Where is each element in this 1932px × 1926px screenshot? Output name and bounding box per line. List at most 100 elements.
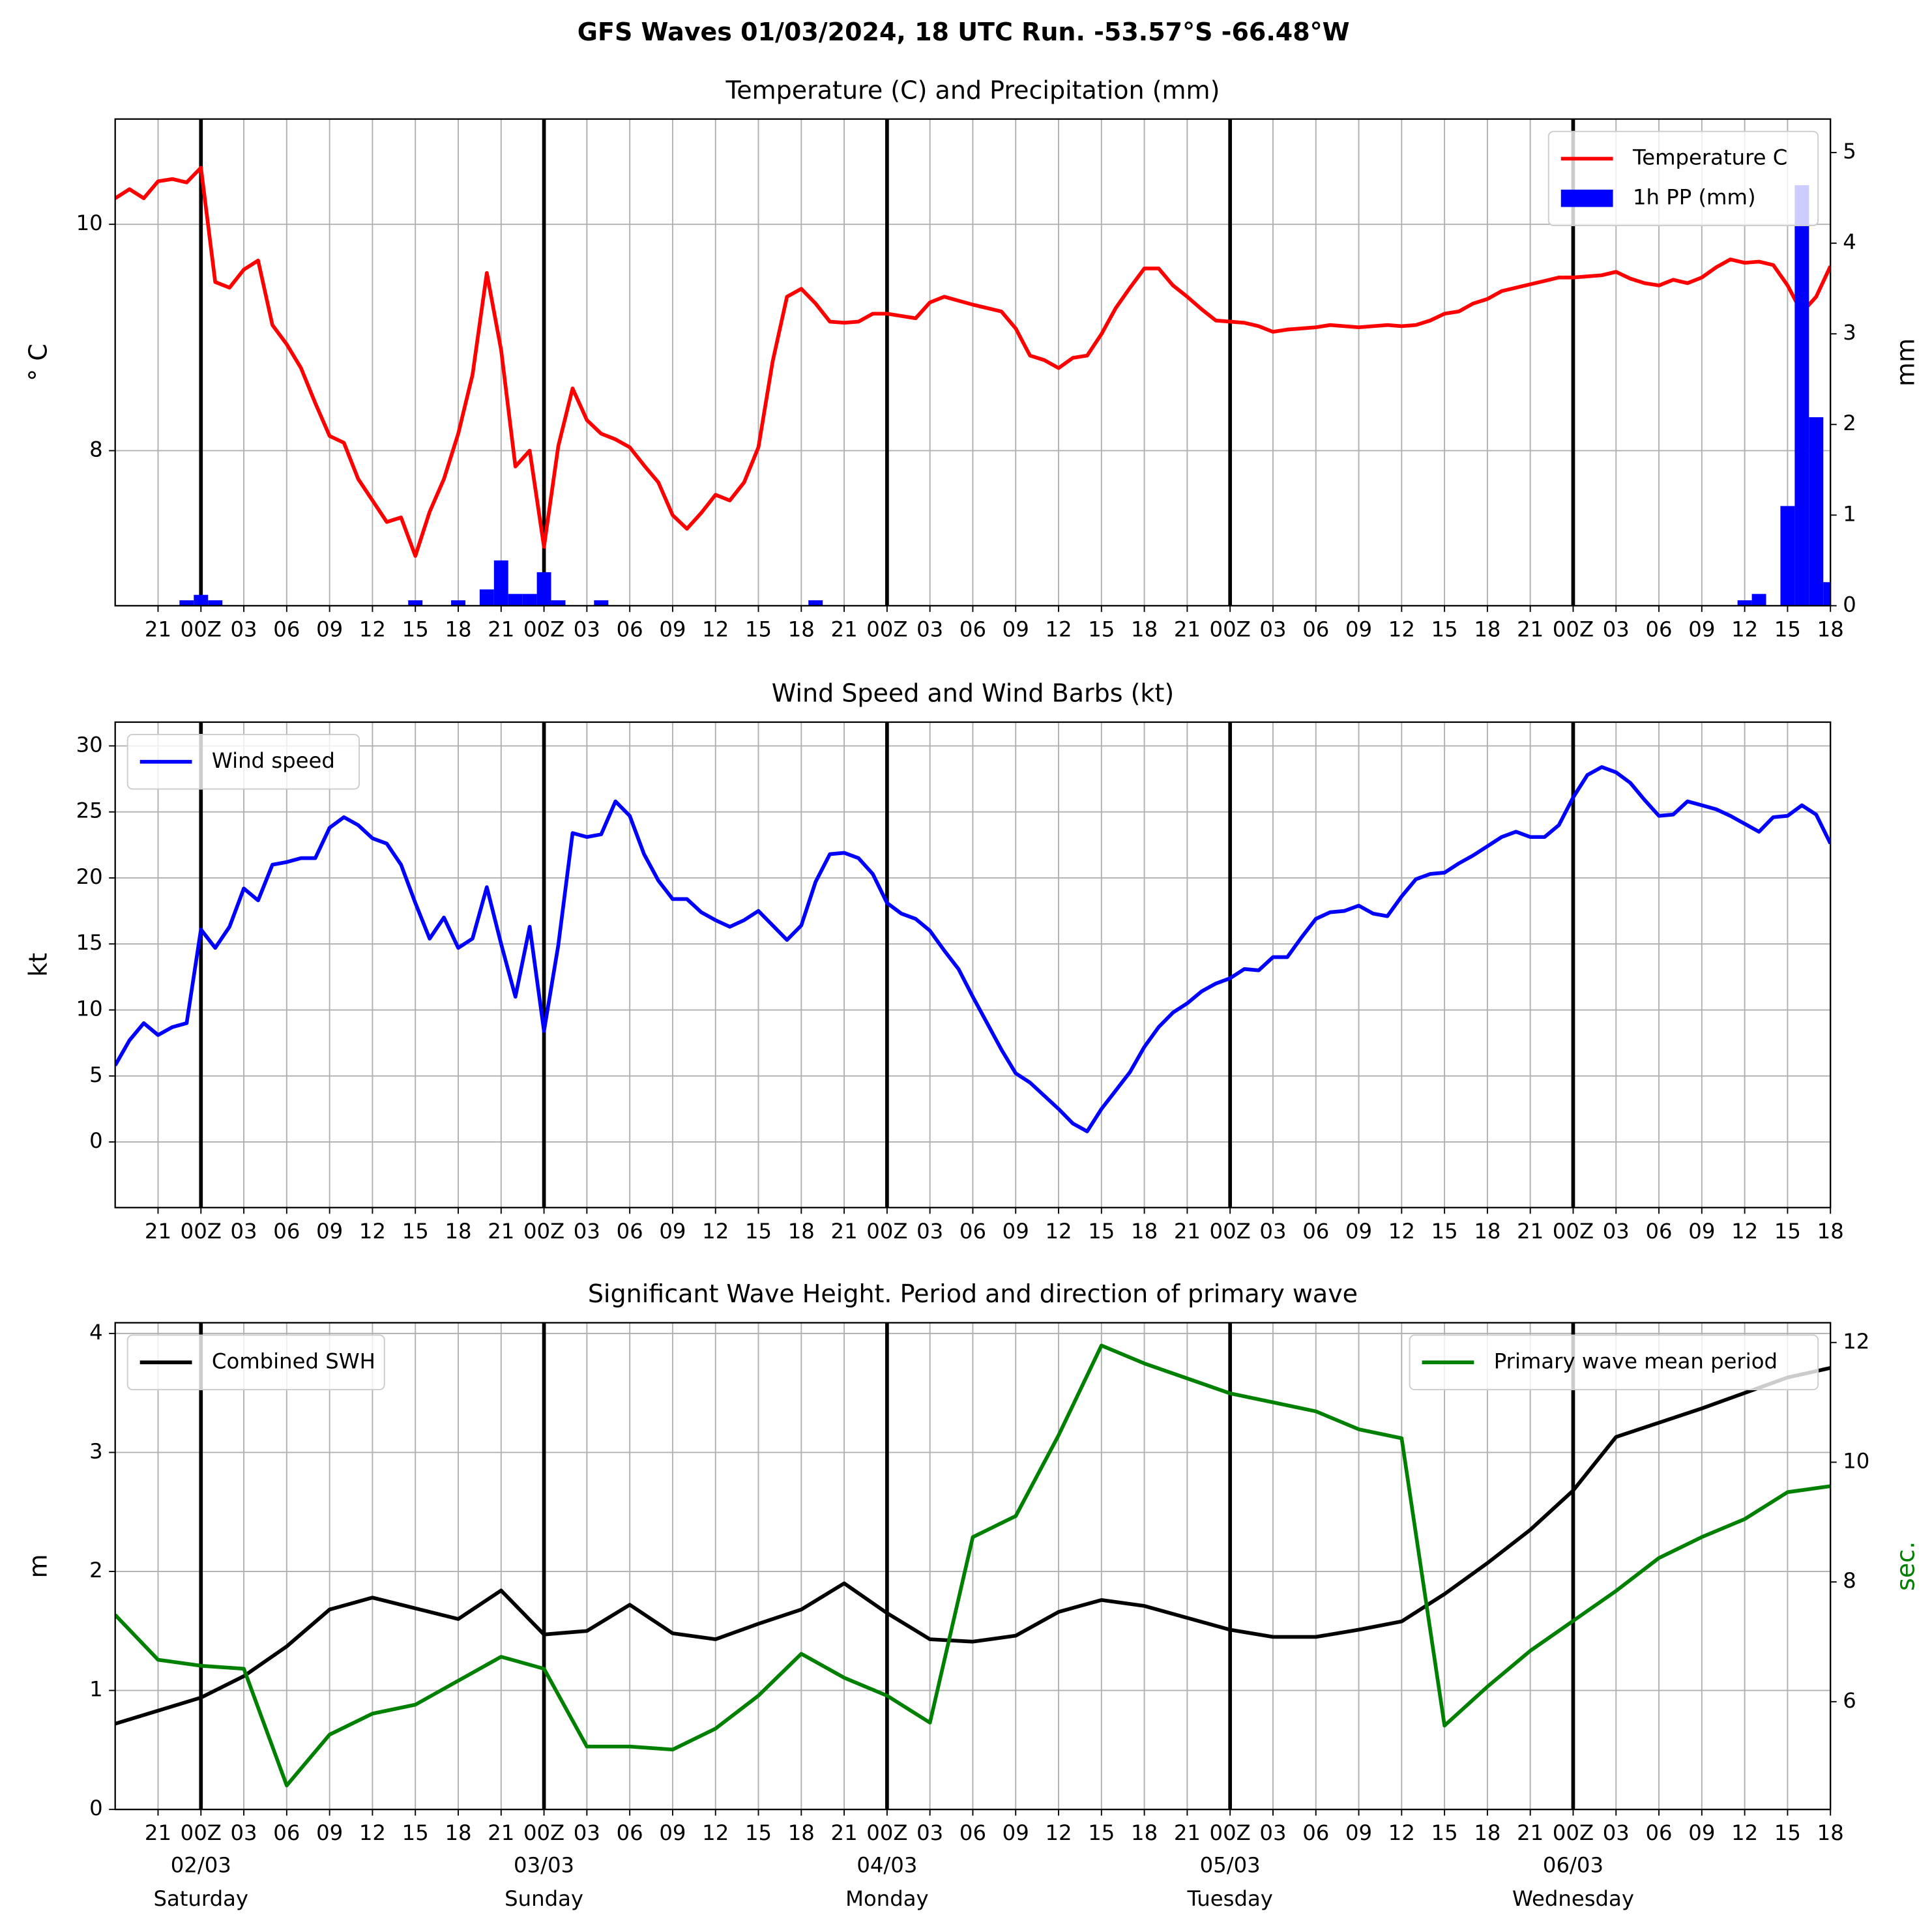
legend-label: Temperature C xyxy=(1632,145,1787,169)
x-tick-label: 09 xyxy=(1003,1820,1029,1845)
x-tick-label: 06 xyxy=(1645,617,1672,641)
bar xyxy=(493,560,508,606)
y-tick-label: 10 xyxy=(76,211,103,235)
bar xyxy=(1780,506,1795,606)
x-tick-label: 06 xyxy=(617,1820,643,1845)
day-label: Wednesday xyxy=(1512,1886,1634,1911)
x-tick-label: 09 xyxy=(1345,1219,1372,1244)
x-tick-label: 09 xyxy=(316,617,343,641)
y-tick-label: 0 xyxy=(89,1796,103,1820)
x-tick-label: 12 xyxy=(1388,1820,1415,1845)
x-tick-label: 09 xyxy=(316,1219,343,1244)
x-tick-label: 09 xyxy=(316,1820,343,1845)
x-tick-label: 06 xyxy=(959,1219,986,1244)
y2-tick-label: 12 xyxy=(1843,1329,1869,1354)
day-label: Monday xyxy=(845,1886,929,1911)
x-tick-label: 18 xyxy=(1474,617,1500,641)
x-tick-label: 12 xyxy=(1731,1219,1758,1244)
x-tick-label: 09 xyxy=(1688,1820,1715,1845)
y-tick-label: 10 xyxy=(76,997,103,1021)
x-tick-label: 03 xyxy=(574,1219,600,1244)
x-tick-label: 15 xyxy=(1088,1820,1115,1845)
x-tick-label: 06 xyxy=(273,1820,300,1845)
x-tick-label: 03 xyxy=(1259,617,1286,641)
x-tick-label: 03 xyxy=(1603,1219,1630,1244)
x-tick-label: 21 xyxy=(831,1219,858,1244)
x-tick-label: 06 xyxy=(1302,1219,1329,1244)
y2-tick-label: 4 xyxy=(1843,229,1856,254)
legend-swatch xyxy=(1560,189,1613,207)
date-label: 03/03 xyxy=(514,1853,574,1878)
x-tick-label: 00Z xyxy=(181,1820,222,1845)
x-tick-label: 03 xyxy=(231,617,257,641)
day-label: Tuesday xyxy=(1186,1886,1272,1911)
x-tick-label: 21 xyxy=(145,1219,171,1244)
y-tick-label: 4 xyxy=(89,1320,103,1345)
x-tick-label: 00Z xyxy=(866,617,907,641)
bar xyxy=(1823,582,1831,606)
x-tick-label: 21 xyxy=(1517,1219,1544,1244)
x-tick-label: 12 xyxy=(1731,1820,1758,1845)
x-tick-label: 15 xyxy=(1774,1820,1801,1845)
x-tick-label: 09 xyxy=(1345,1820,1372,1845)
x-tick-label: 03 xyxy=(231,1219,257,1244)
x-tick-label: 12 xyxy=(702,1219,729,1244)
x-tick-label: 18 xyxy=(1474,1820,1500,1845)
y-tick-label: 5 xyxy=(89,1062,103,1087)
x-tick-label: 12 xyxy=(702,617,729,641)
x-tick-label: 18 xyxy=(1131,1820,1158,1845)
x-tick-label: 15 xyxy=(1774,617,1801,641)
x-tick-label: 09 xyxy=(1003,1219,1029,1244)
bar xyxy=(479,589,494,606)
x-tick-label: 03 xyxy=(574,1820,600,1845)
x-tick-label: 06 xyxy=(1645,1820,1672,1845)
x-tick-label: 15 xyxy=(402,1820,429,1845)
x-tick-label: 21 xyxy=(488,617,514,641)
y-tick-label: 1 xyxy=(89,1677,103,1702)
x-tick-label: 06 xyxy=(1302,1820,1329,1845)
x-tick-label: 03 xyxy=(916,617,943,641)
bar xyxy=(808,600,823,606)
x-tick-label: 09 xyxy=(1688,1219,1715,1244)
bar xyxy=(1751,594,1766,606)
legend-box xyxy=(126,1334,385,1390)
x-tick-label: 03 xyxy=(1603,1820,1630,1845)
day-label: Sunday xyxy=(505,1886,583,1911)
legend-box xyxy=(1409,1334,1819,1390)
x-tick-label: 12 xyxy=(359,1820,386,1845)
x-tick-label: 12 xyxy=(1388,617,1415,641)
y-tick-label: 2 xyxy=(89,1558,103,1583)
x-tick-label: 00Z xyxy=(1210,1219,1251,1244)
x-tick-label: 21 xyxy=(1174,1219,1201,1244)
x-tick-label: 00Z xyxy=(523,1820,564,1845)
x-tick-label: 12 xyxy=(1731,617,1758,641)
x-tick-label: 03 xyxy=(1603,617,1630,641)
x-tick-label: 09 xyxy=(659,1820,686,1845)
x-tick-label: 15 xyxy=(402,1219,429,1244)
x-tick-label: 00Z xyxy=(1210,1820,1251,1845)
x-tick-label: 12 xyxy=(1388,1219,1415,1244)
x-tick-label: 12 xyxy=(702,1820,729,1845)
x-tick-label: 15 xyxy=(1431,1219,1458,1244)
y2-tick-label: 2 xyxy=(1843,411,1856,435)
series-line xyxy=(115,166,1831,558)
y-axis-label: ° C xyxy=(23,343,52,381)
bar xyxy=(594,600,609,606)
bar xyxy=(508,594,523,606)
date-label: 06/03 xyxy=(1543,1853,1603,1878)
legend-label: 1h PP (mm) xyxy=(1633,184,1756,209)
x-tick-label: 18 xyxy=(1817,1820,1844,1845)
x-tick-label: 18 xyxy=(788,617,815,641)
bar xyxy=(551,600,566,606)
x-tick-label: 18 xyxy=(1474,1219,1500,1244)
x-tick-label: 21 xyxy=(488,1219,514,1244)
axes-frame xyxy=(114,1322,1832,1811)
y-tick-label: 25 xyxy=(76,798,103,823)
y2-axis-label: mm xyxy=(1892,338,1920,387)
x-tick-label: 18 xyxy=(445,617,471,641)
date-label: 04/03 xyxy=(856,1853,917,1878)
series-line xyxy=(115,1366,1831,1726)
x-tick-label: 12 xyxy=(1045,617,1072,641)
